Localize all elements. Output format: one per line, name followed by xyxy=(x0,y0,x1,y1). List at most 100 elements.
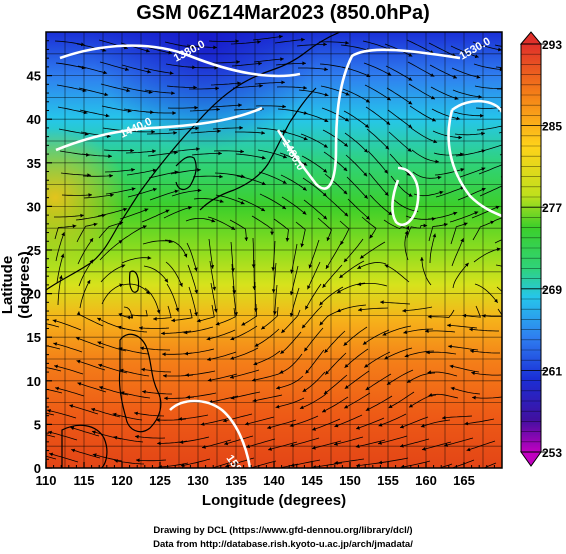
streamline xyxy=(448,345,479,351)
streamline-arrowhead xyxy=(52,319,57,323)
streamline xyxy=(231,62,262,67)
streamline-arrowhead xyxy=(148,90,153,94)
streamline xyxy=(153,305,172,320)
streamline-arrowhead xyxy=(97,341,102,345)
streamline xyxy=(213,150,245,153)
streamline xyxy=(303,199,328,220)
streamline-arrowhead xyxy=(206,336,211,341)
contour-1440 xyxy=(55,106,263,152)
streamline-arrowhead xyxy=(193,85,197,90)
streamline xyxy=(215,307,236,326)
streamline-arrowhead xyxy=(88,193,92,197)
streamline-arrowhead xyxy=(363,148,368,153)
streamline xyxy=(494,44,502,47)
streamline-arrowhead xyxy=(105,113,110,118)
contour-1500-south xyxy=(169,399,252,468)
streamline xyxy=(442,415,473,419)
streamline-arrowhead xyxy=(174,189,179,194)
streamline-arrowhead xyxy=(463,222,468,226)
streamline xyxy=(149,190,179,201)
streamline-arrowhead xyxy=(134,411,138,416)
streamline-arrowhead xyxy=(322,283,327,288)
y-tick-label: 0 xyxy=(34,461,41,476)
coastline-borneo xyxy=(61,424,108,468)
streamline xyxy=(190,130,221,134)
x-tick-label: 140 xyxy=(263,473,285,488)
streamline-arrowhead xyxy=(343,258,348,263)
streamline xyxy=(77,382,107,393)
streamline-arrowhead xyxy=(123,207,128,212)
streamline-arrowhead xyxy=(89,259,94,264)
streamline-arrowhead xyxy=(427,370,432,375)
streamline xyxy=(280,174,307,191)
streamline-arrowhead xyxy=(466,447,471,452)
streamline xyxy=(339,220,350,245)
credit-line-data: Data from http://database.rish.kyoto-u.a… xyxy=(153,539,413,550)
streamline xyxy=(71,449,101,459)
streamline-arrowhead xyxy=(193,267,198,272)
streamline-arrowhead xyxy=(482,314,486,318)
streamline-arrowhead xyxy=(299,405,304,409)
streamline xyxy=(355,417,385,430)
streamline-arrowhead xyxy=(388,404,393,408)
streamline xyxy=(388,131,412,153)
streamline-arrowhead xyxy=(213,45,217,50)
streamline xyxy=(206,329,236,340)
streamline xyxy=(399,416,429,429)
streamline xyxy=(124,130,155,133)
streamline xyxy=(75,337,105,349)
streamline xyxy=(324,352,347,375)
streamline-arrowhead xyxy=(142,225,147,229)
streamline-arrowhead xyxy=(432,233,437,238)
streamline-arrowhead xyxy=(334,460,339,465)
streamline-arrowhead xyxy=(104,92,109,97)
streamline-arrowhead xyxy=(324,349,329,353)
streamline-arrowhead xyxy=(343,167,348,171)
streamline xyxy=(200,417,231,426)
streamline xyxy=(164,41,195,48)
streamline xyxy=(209,260,216,291)
streamline xyxy=(457,187,486,201)
colorbar-label: 277 xyxy=(542,201,562,215)
streamline-arrowhead xyxy=(110,193,114,198)
streamline-arrowhead xyxy=(324,92,329,97)
streamline xyxy=(365,373,392,391)
streamline-arrowhead xyxy=(305,305,309,310)
streamline xyxy=(260,306,279,330)
streamline-arrowhead xyxy=(238,103,242,108)
streamline-arrowhead xyxy=(324,67,328,72)
streamline xyxy=(408,83,436,100)
streamline xyxy=(46,345,61,350)
streamline xyxy=(214,172,245,178)
streamline-arrowhead xyxy=(275,404,280,409)
streamline xyxy=(290,459,321,467)
streamline-arrowhead xyxy=(439,190,444,195)
streamline xyxy=(122,283,150,295)
streamline xyxy=(453,111,484,117)
streamline xyxy=(451,459,475,468)
streamline-arrowhead xyxy=(103,70,108,75)
streamline xyxy=(333,436,364,446)
streamline-arrowhead xyxy=(80,213,84,218)
streamline xyxy=(46,412,55,416)
streamline xyxy=(235,153,266,159)
streamline-arrowhead xyxy=(382,332,387,336)
streamline xyxy=(196,304,215,322)
streamline xyxy=(47,409,77,419)
streamline-arrowhead xyxy=(98,363,103,368)
streamline xyxy=(479,185,502,197)
streamline xyxy=(79,109,110,117)
streamline-arrowhead xyxy=(173,131,177,135)
streamline-arrowhead xyxy=(384,355,389,360)
streamline-arrowhead xyxy=(324,118,329,122)
streamline xyxy=(424,330,456,333)
streamline-arrowhead xyxy=(503,183,507,187)
y-tick-label: 30 xyxy=(27,199,41,214)
streamline xyxy=(274,284,278,315)
streamline xyxy=(230,325,258,341)
streamline xyxy=(178,414,209,420)
streamline-arrowhead xyxy=(388,211,393,215)
streamline xyxy=(391,197,419,212)
streamline-arrowhead xyxy=(214,65,218,70)
streamline xyxy=(120,225,147,242)
